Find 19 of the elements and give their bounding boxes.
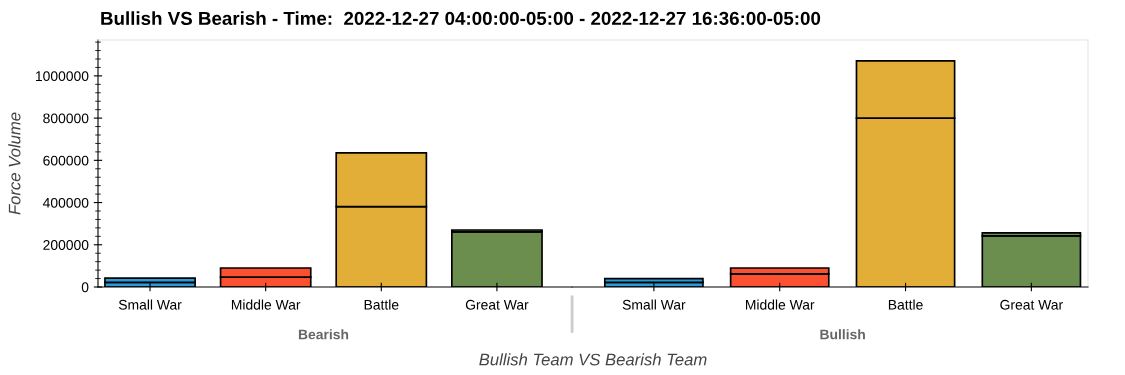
x-tick-label: Small War [118,299,182,310]
x-axis-title: Bullish Team VS Bearish Team [479,353,707,366]
x-tick-label: Great War [1000,299,1063,310]
y-tick-label: 800000 [43,113,89,124]
y-tick-label: 600000 [43,155,89,166]
y-tick-label: 200000 [43,240,89,250]
x-tick-label: Battle [888,299,923,310]
y-tick-label: 1000000 [35,71,89,82]
text: Bearish [298,329,349,340]
x-tick-label: Middle War [231,299,301,310]
x-tick-label: Middle War [745,299,815,310]
y-tick-label: 0 [81,282,89,293]
y-axis-title: Force Volume [8,112,21,215]
chart-title: Bullish VS Bearish - Time: 2022-12-27 04:00:00-05:00 - 2022-12-27 16:36:00-05:00 [101,11,821,26]
text: Bullish [820,329,865,340]
x-tick-label: Small War [622,299,686,310]
y-tick-label: 400000 [42,197,89,208]
x-tick-label: Great War [465,299,529,310]
x-tick-label: Battle [364,299,399,310]
